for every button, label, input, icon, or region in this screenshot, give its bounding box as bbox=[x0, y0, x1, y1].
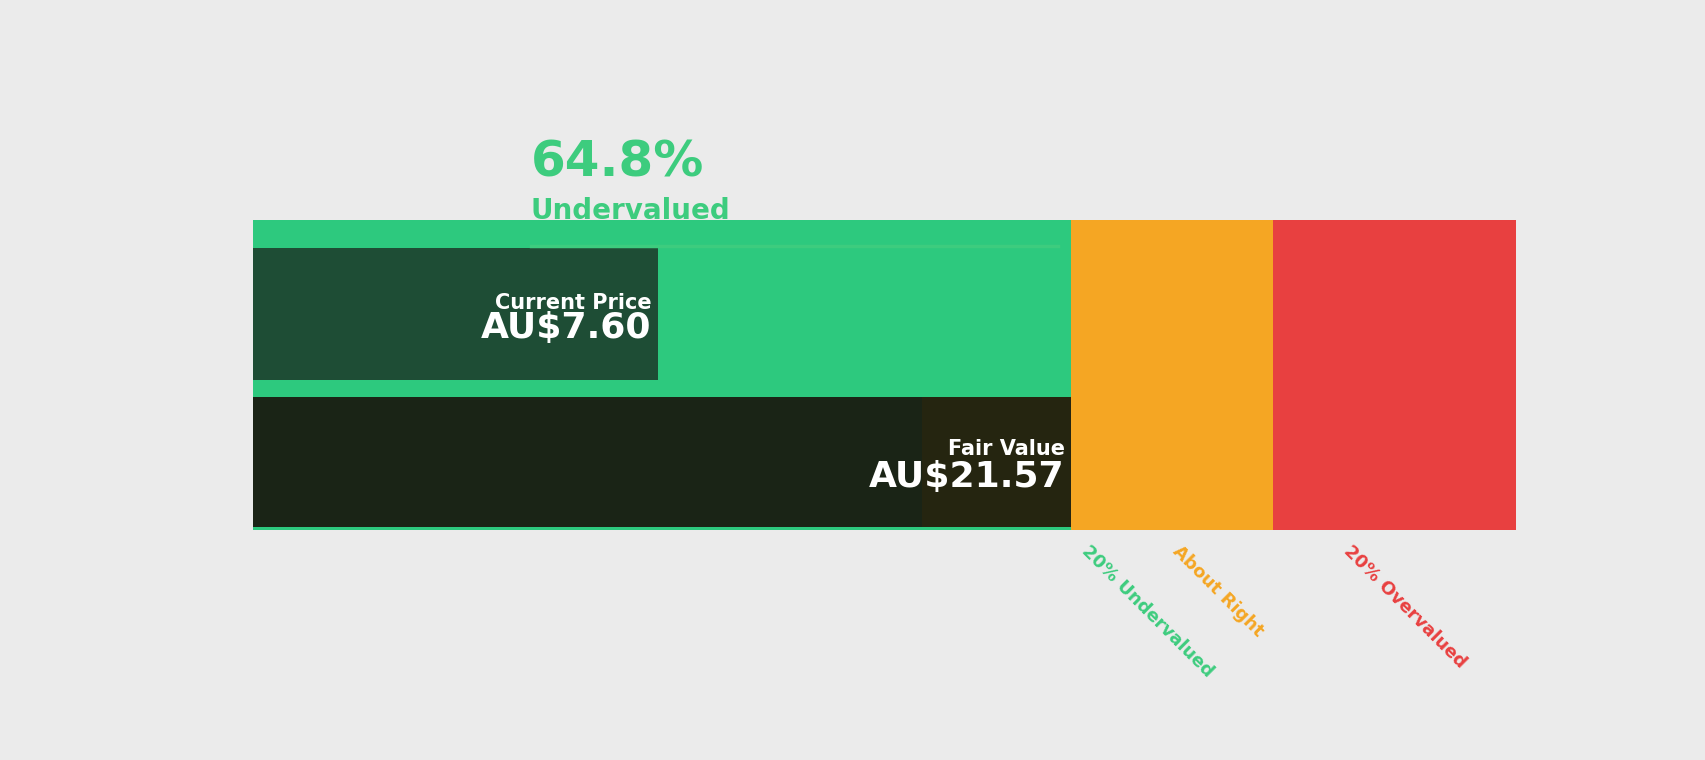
Bar bbox=[252, 397, 1071, 527]
Bar bbox=[252, 220, 1071, 237]
Bar bbox=[1071, 527, 1272, 530]
Bar bbox=[1272, 237, 1514, 380]
Bar bbox=[1071, 380, 1272, 397]
Bar bbox=[252, 527, 1071, 530]
Text: Current Price: Current Price bbox=[494, 293, 651, 312]
Text: AU$21.57: AU$21.57 bbox=[868, 461, 1064, 495]
Text: Undervalued: Undervalued bbox=[530, 197, 730, 224]
Text: 20% Overvalued: 20% Overvalued bbox=[1340, 542, 1470, 671]
Bar bbox=[1272, 397, 1514, 527]
Bar bbox=[922, 397, 1071, 527]
Bar bbox=[1071, 397, 1272, 527]
Text: Fair Value: Fair Value bbox=[946, 439, 1064, 459]
Text: 64.8%: 64.8% bbox=[530, 138, 704, 186]
Bar bbox=[1272, 220, 1514, 237]
Bar bbox=[1272, 527, 1514, 530]
Text: AU$7.60: AU$7.60 bbox=[481, 312, 651, 345]
Text: 20% Undervalued: 20% Undervalued bbox=[1078, 542, 1216, 680]
Bar bbox=[1071, 237, 1272, 380]
Bar bbox=[252, 397, 1071, 527]
Bar bbox=[252, 380, 1071, 397]
Bar bbox=[252, 249, 658, 380]
Bar bbox=[1071, 220, 1272, 237]
Bar bbox=[1272, 380, 1514, 397]
Bar bbox=[252, 237, 1071, 380]
Text: About Right: About Right bbox=[1168, 542, 1265, 640]
